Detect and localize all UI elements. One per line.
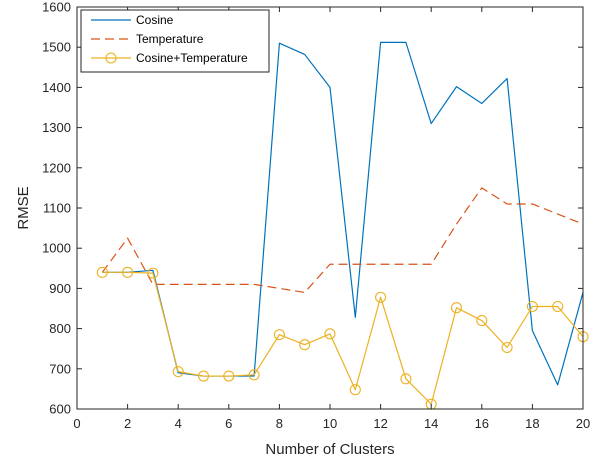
series-layer <box>96 41 589 410</box>
series-line-cosine-temperature <box>102 271 584 405</box>
data-point-cosine-temperature <box>450 302 463 314</box>
data-point-cosine-temperature <box>172 366 184 378</box>
y-tick-label: 700 <box>49 361 71 376</box>
x-tick-label: 8 <box>276 416 283 431</box>
x-tick-label: 14 <box>424 416 438 431</box>
y-axis-title: RMSE <box>15 186 32 229</box>
data-point-cosine-temperature <box>324 328 336 340</box>
legend-label-cosine: Cosine <box>136 13 174 27</box>
y-tick-label: 1200 <box>42 160 71 175</box>
data-point-cosine-temperature <box>501 341 513 354</box>
x-tick-label: 20 <box>576 416 590 431</box>
y-tick-label: 1500 <box>42 40 71 55</box>
x-tick-label: 18 <box>525 416 539 431</box>
legend-label-temperature: Temperature <box>136 32 204 46</box>
y-tick-label: 1300 <box>42 120 71 135</box>
data-point-cosine-temperature <box>147 267 159 279</box>
x-tick-label: 4 <box>175 416 182 431</box>
data-point-cosine-temperature <box>375 291 387 303</box>
y-tick-label: 900 <box>49 281 71 296</box>
y-tick-label: 1000 <box>42 241 71 256</box>
x-tick-label: 12 <box>373 416 387 431</box>
data-point-cosine-temperature <box>223 370 235 382</box>
data-point-cosine-temperature <box>122 266 134 278</box>
series-line-temperature <box>101 187 584 294</box>
x-tick-label: 2 <box>124 416 131 431</box>
data-point-cosine-temperature <box>476 315 488 327</box>
data-point-cosine-temperature <box>96 266 108 278</box>
data-point-cosine-temperature <box>197 370 210 382</box>
data-point-cosine-temperature <box>400 373 412 385</box>
y-tick-label: 1400 <box>42 80 71 95</box>
x-tick-label: 10 <box>323 416 337 431</box>
y-tick-label: 1600 <box>42 0 71 15</box>
legend: Cosine Temperature Cosine+Temperature <box>80 9 270 73</box>
data-point-cosine-temperature <box>526 300 538 313</box>
x-tick-label: 0 <box>73 416 80 431</box>
legend-marker-cosine-temperature <box>105 52 117 64</box>
ticks-layer: 0 2 4 6 8 10 12 14 16 18 20 600 700 800 900 1000 1100 120… <box>42 0 590 431</box>
y-tick-label: 600 <box>49 402 71 417</box>
legend-label-cosine-temperature: Cosine+Temperature <box>136 51 248 65</box>
data-point-cosine-temperature <box>299 339 311 351</box>
data-point-cosine-temperature <box>273 329 285 341</box>
y-tick-label: 1100 <box>43 201 71 216</box>
x-axis-title: Number of Clusters <box>265 441 394 458</box>
x-tick-label: 6 <box>225 416 232 431</box>
x-tick-label: 16 <box>475 416 489 431</box>
y-tick-label: 800 <box>49 321 71 336</box>
data-point-cosine-temperature <box>248 369 260 381</box>
data-point-cosine-temperature <box>349 384 361 396</box>
plot-area <box>77 7 583 409</box>
data-point-cosine-temperature <box>552 300 564 313</box>
